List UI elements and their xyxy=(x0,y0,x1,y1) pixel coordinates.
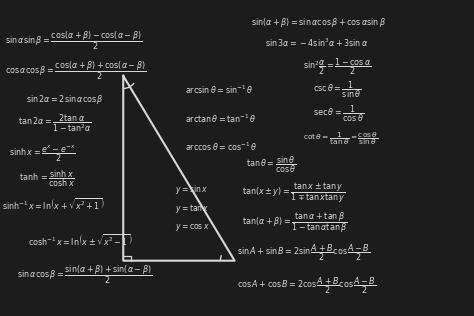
Text: $\sinh x = \dfrac{e^x - e^{-x}}{2}$: $\sinh x = \dfrac{e^x - e^{-x}}{2}$ xyxy=(9,143,76,163)
Text: $\tan\theta = \dfrac{\sin\theta}{\cos\theta}$: $\tan\theta = \dfrac{\sin\theta}{\cos\th… xyxy=(246,154,297,174)
Text: $y = \tan x$: $y = \tan x$ xyxy=(175,202,210,215)
Text: $\sinh^{-1}x = \ln\!\left(x + \sqrt{x^2+1}\right)$: $\sinh^{-1}x = \ln\!\left(x + \sqrt{x^2+… xyxy=(2,196,105,212)
Text: $\cos A + \cos B = 2\cos\dfrac{A+B}{2}\cos\dfrac{A-B}{2}$: $\cos A + \cos B = 2\cos\dfrac{A+B}{2}\c… xyxy=(237,276,376,296)
Text: $y = \sin x$: $y = \sin x$ xyxy=(175,183,208,196)
Text: $\cosh^{-1}x = \ln\!\left(x \pm \sqrt{x^2-1}\right)$: $\cosh^{-1}x = \ln\!\left(x \pm \sqrt{x^… xyxy=(28,232,133,248)
Text: $\sin(\alpha+\beta) = \sin\alpha\cos\beta + \cos\alpha\sin\beta$: $\sin(\alpha+\beta) = \sin\alpha\cos\bet… xyxy=(251,15,386,29)
Text: $\sin 2\alpha = 2\sin\alpha\cos\beta$: $\sin 2\alpha = 2\sin\alpha\cos\beta$ xyxy=(26,93,104,106)
Text: $\sin\alpha\cos\beta = \dfrac{\sin(\alpha+\beta) + \sin(\alpha-\beta)}{2}$: $\sin\alpha\cos\beta = \dfrac{\sin(\alph… xyxy=(17,264,152,286)
Text: $\arccos\theta = \cos^{-1}\theta$: $\arccos\theta = \cos^{-1}\theta$ xyxy=(185,141,257,153)
Text: $\sec\theta = \dfrac{1}{\cos\theta}$: $\sec\theta = \dfrac{1}{\cos\theta}$ xyxy=(313,104,364,124)
Text: $\tanh = \dfrac{\sinh x}{\cosh x}$: $\tanh = \dfrac{\sinh x}{\cosh x}$ xyxy=(19,168,75,189)
Text: $\sin^2\!\dfrac{\alpha}{2} = \dfrac{1-\cos\alpha}{2}$: $\sin^2\!\dfrac{\alpha}{2} = \dfrac{1-\c… xyxy=(303,56,372,76)
Text: $\csc\theta = \dfrac{1}{\sin\theta}$: $\csc\theta = \dfrac{1}{\sin\theta}$ xyxy=(313,80,362,100)
Text: $\sin 3\alpha = -4\sin^3\!\alpha + 3\sin\alpha$: $\sin 3\alpha = -4\sin^3\!\alpha + 3\sin… xyxy=(265,36,369,49)
Text: $\arcsin\theta = \sin^{-1}\theta$: $\arcsin\theta = \sin^{-1}\theta$ xyxy=(185,84,253,96)
Text: $y = \cos x$: $y = \cos x$ xyxy=(175,222,210,233)
Text: $\cot\theta = \dfrac{1}{\tan\theta} = \dfrac{\cos\theta}{\sin\theta}$: $\cot\theta = \dfrac{1}{\tan\theta} = \d… xyxy=(303,131,379,147)
Text: $\tan(\alpha+\beta) = \dfrac{\tan\alpha + \tan\beta}{1 - \tan\alpha\tan\beta}$: $\tan(\alpha+\beta) = \dfrac{\tan\alpha … xyxy=(242,210,347,235)
Text: $\cos\alpha\cos\beta = \dfrac{\cos(\alpha+\beta) + \cos(\alpha-\beta)}{2}$: $\cos\alpha\cos\beta = \dfrac{\cos(\alph… xyxy=(5,60,146,82)
Text: $\tan 2\alpha = \dfrac{2\tan\alpha}{1 - \tan^2\!\alpha}$: $\tan 2\alpha = \dfrac{2\tan\alpha}{1 - … xyxy=(18,112,92,134)
Text: $\arctan\theta = \tan^{-1}\theta$: $\arctan\theta = \tan^{-1}\theta$ xyxy=(185,112,256,125)
Text: $\sin\alpha\sin\beta = \dfrac{\cos(\alpha+\beta) - \cos(\alpha-\beta)}{2}$: $\sin\alpha\sin\beta = \dfrac{\cos(\alph… xyxy=(5,30,142,52)
Text: $\sin A + \sin B = 2\sin\dfrac{A+B}{2}\cos\dfrac{A-B}{2}$: $\sin A + \sin B = 2\sin\dfrac{A+B}{2}\c… xyxy=(237,243,370,263)
Text: $\tan(x\pm y) = \dfrac{\tan x \pm \tan y}{1 \mp \tan x\tan y}$: $\tan(x\pm y) = \dfrac{\tan x \pm \tan y… xyxy=(242,180,346,205)
